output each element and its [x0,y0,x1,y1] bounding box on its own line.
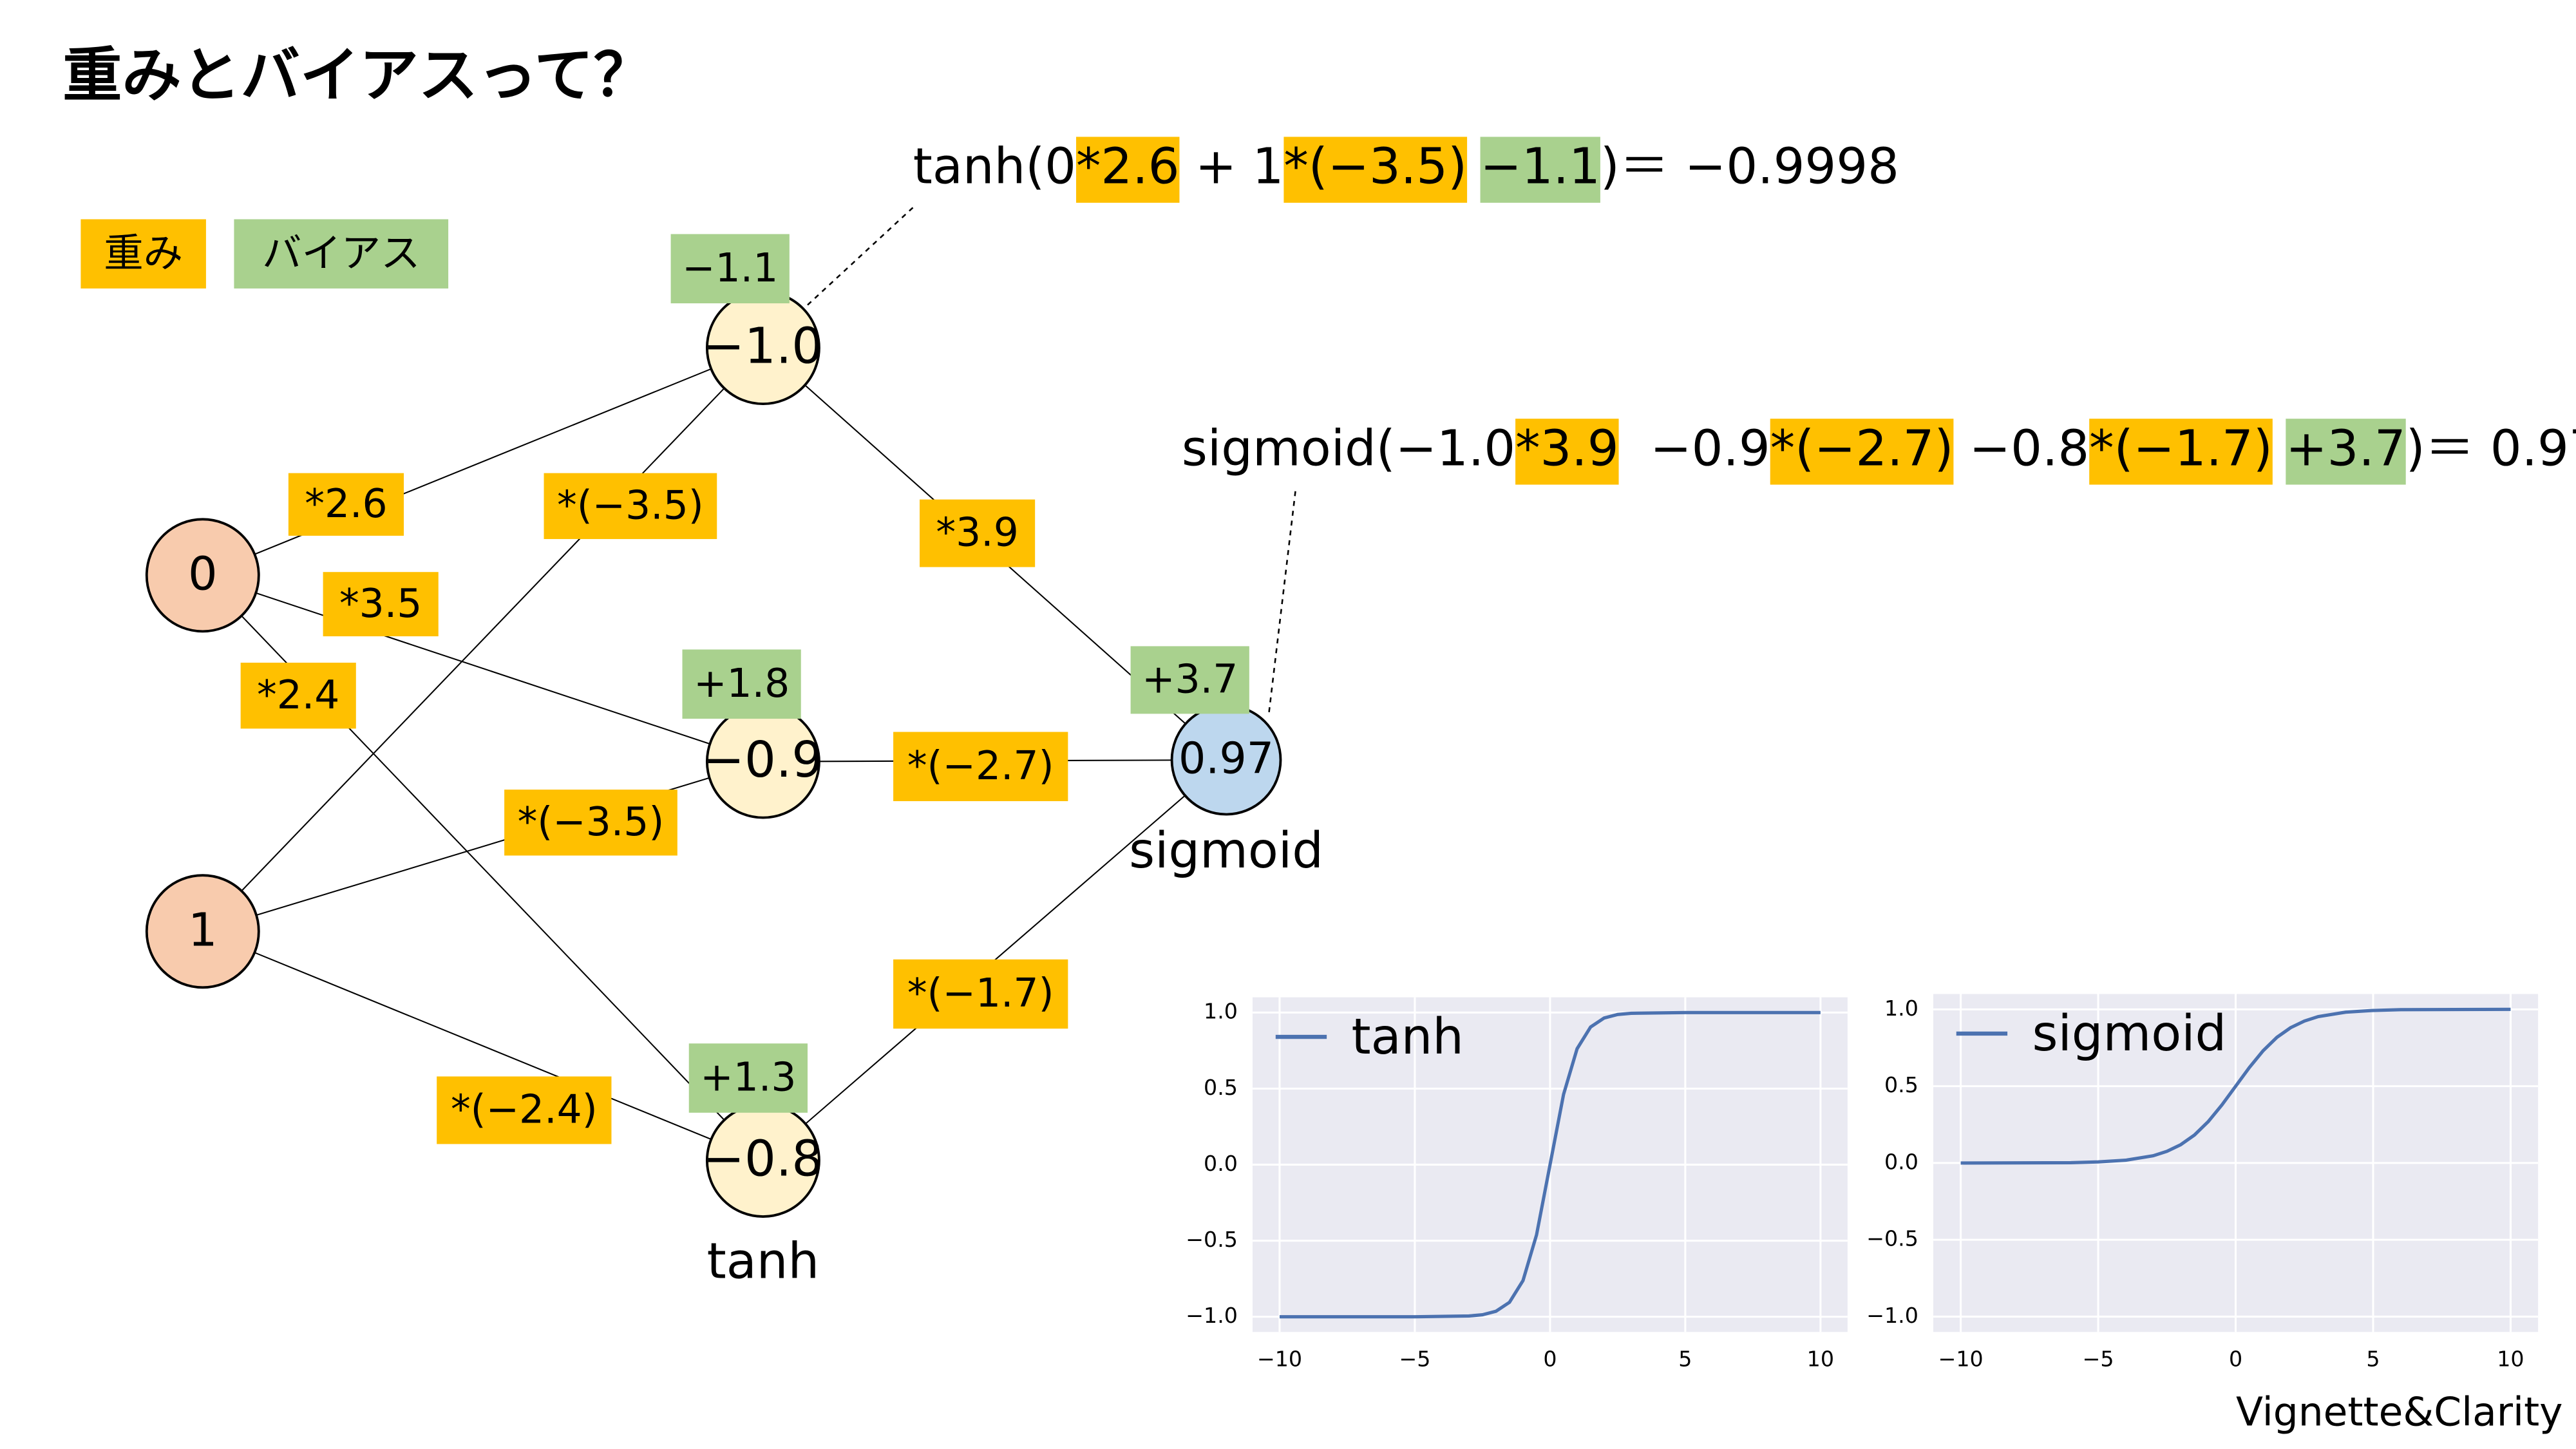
formula-segment: )＝ 0.97 [2406,420,2576,477]
hidden-value: −0.9 [703,732,823,789]
weight-label: *(−2.4) [451,1087,598,1133]
formula-segment: tanh(0 [913,138,1076,196]
x-tick-label: 10 [1807,1346,1834,1371]
weight-label: *2.4 [257,672,339,718]
formula-segment: +3.7 [2286,420,2405,477]
formula-segment: −1.1 [1481,138,1600,196]
legend-bias-box [234,219,449,289]
input-value: 0 [188,546,218,600]
legend-bias: バイアス [262,231,421,276]
y-tick-label: −0.5 [1186,1227,1238,1252]
weight-label-box [288,473,404,536]
x-tick-label: 0 [2229,1346,2242,1371]
weight-label: *(−3.5) [518,799,665,845]
formula-segment: )＝ −0.9998 [1600,138,1899,196]
y-tick-label: 0.5 [1884,1072,1918,1097]
hidden-activation: tanh [707,1233,819,1290]
title: 重みとバイアスって？ [62,40,653,109]
bias-label-box [1130,646,1249,714]
formula-segment: *(−3.5) [1283,138,1467,196]
y-tick-label: 1.0 [1204,999,1238,1024]
y-tick-label: −1.0 [1866,1303,1918,1328]
hidden-value: −1.0 [703,318,823,375]
bias-label-box [688,1043,808,1113]
edge [202,574,764,762]
edge [202,931,764,1161]
legend-weight: 重み [104,231,183,276]
bias-highlight [1480,137,1600,203]
formula-segment: sigmoid(−1.0 [1182,420,1515,477]
x-tick-label: −5 [1399,1346,1430,1371]
weight-label: *2.6 [305,481,387,527]
edge [202,347,764,576]
weight-highlight [1515,419,1619,485]
x-tick-label: 10 [2497,1346,2524,1371]
bias-label: +1.3 [700,1055,796,1101]
y-tick-label: −0.5 [1866,1226,1918,1251]
bias-label-box [682,649,801,719]
output-activation: sigmoid [1129,822,1323,880]
y-tick-label: 1.0 [1884,996,1918,1021]
weight-label-box [893,959,1068,1029]
weight-highlight [2089,419,2273,485]
formula-segment: −0.9 [1619,420,1770,477]
formula: sigmoid(−1.0*3.9 −0.9*(−2.7) −0.8*(−1.7)… [1182,419,2576,485]
x-tick-label: 0 [1543,1346,1557,1371]
formula-text: sigmoid(−1.0*3.9 −0.9*(−2.7) −0.8*(−1.7)… [1182,420,2576,477]
weight-label-box [437,1076,612,1144]
weight-label-box [893,732,1068,802]
formula-text: tanh(0*2.6 + 1*(−3.5) −1.1)＝ −0.9998 [913,138,1899,196]
callout-line [1268,491,1296,712]
weight-highlight [1076,137,1180,203]
formula: tanh(0*2.6 + 1*(−3.5) −1.1)＝ −0.9998 [913,137,1899,203]
weight-label: *(−2.7) [907,743,1054,789]
legend-label: sigmoid [2032,1005,2226,1063]
bias-label: −1.1 [682,245,778,291]
formula-segment: *2.6 [1076,138,1179,196]
weight-label: *(−3.5) [557,482,704,528]
y-tick-label: 0.5 [1204,1075,1238,1100]
y-tick-label: 0.0 [1204,1151,1238,1176]
y-tick-label: −1.0 [1186,1303,1238,1328]
weight-highlight [1283,137,1468,203]
weight-label-box [920,499,1036,567]
y-tick-label: 0.0 [1884,1149,1918,1174]
weight-label-box [240,663,356,729]
callout-line [807,204,917,306]
series-line [1279,1010,1821,1319]
formula-segment: *(−2.7) [1770,420,1954,477]
credit: Vignette&Clarity [2236,1389,2562,1435]
x-tick-label: 5 [1678,1346,1692,1371]
hidden-value: −0.8 [703,1131,823,1188]
x-tick-label: 5 [2366,1346,2380,1371]
x-tick-label: −5 [2083,1346,2114,1371]
x-tick-label: −10 [1938,1346,1984,1371]
weight-label: *3.5 [339,581,422,627]
weight-label: *(−1.7) [907,971,1054,1016]
input-value: 1 [188,902,218,956]
edge [202,347,764,932]
legend-weight-box [80,219,206,289]
weight-label-box [323,572,439,637]
legend-label: tanh [1352,1009,1464,1066]
output-value: 0.97 [1179,734,1274,784]
weight-label-box [504,790,677,856]
formula-segment: *(−1.7) [2089,420,2273,477]
bias-label: +3.7 [1142,657,1238,703]
x-tick-label: −10 [1257,1346,1302,1371]
bias-label-box [670,234,790,303]
formula-segment: + 1 [1179,138,1283,196]
input-node [145,874,260,989]
formula-segment: *3.9 [1515,420,1618,477]
weight-label: *3.9 [936,510,1018,556]
weight-label-box [544,473,717,540]
input-node [145,518,260,633]
series-line [1960,1007,2511,1165]
formula-segment: −0.8 [1953,420,2089,477]
weight-highlight [1770,419,1954,485]
bias-highlight [2286,419,2406,485]
bias-label: +1.8 [694,661,790,706]
